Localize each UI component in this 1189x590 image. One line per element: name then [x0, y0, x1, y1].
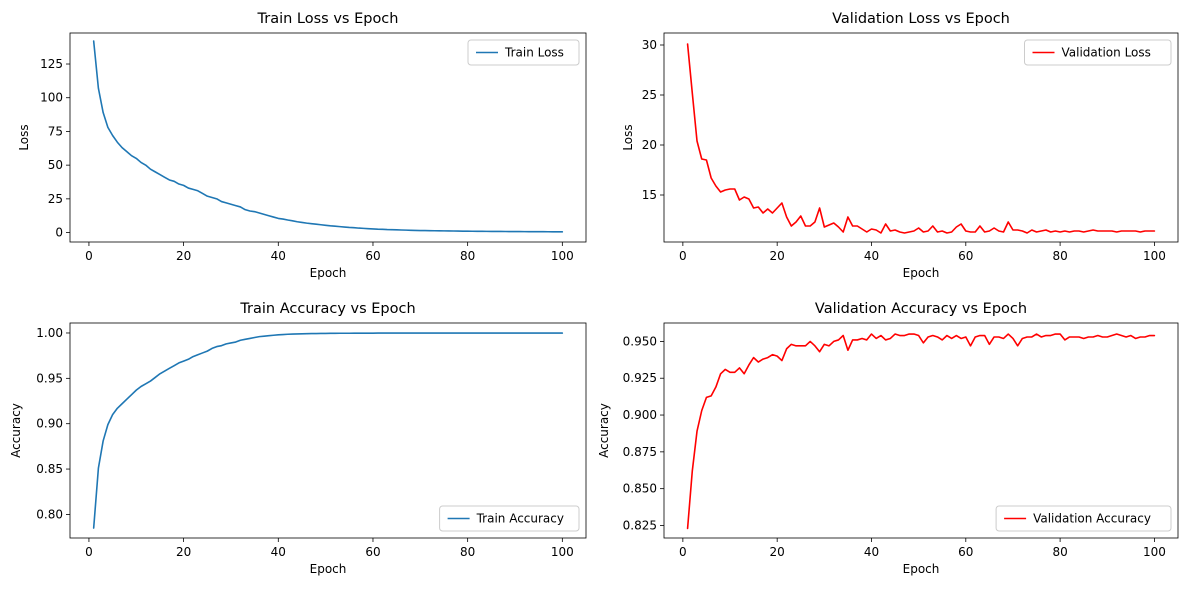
plot-frame — [69, 32, 587, 243]
y-tick-label: 50 — [48, 158, 63, 172]
x-tick-label: 0 — [85, 545, 93, 559]
chart-title: Train Accuracy vs Epoch — [239, 301, 415, 317]
legend-box — [995, 505, 1172, 532]
legend-box — [467, 39, 580, 66]
y-axis-label: Loss — [17, 124, 31, 150]
plot-frame — [663, 32, 1179, 243]
series-line — [686, 43, 1156, 234]
y-tick-label: 20 — [642, 138, 657, 152]
y-tick-label: 0.875 — [623, 445, 657, 459]
subplot-1: Train Loss vs Epoch 0 20 40 60 80 100 0 25 50 75 10… — [17, 11, 587, 280]
x-tick-label: 20 — [176, 545, 191, 559]
x-tick-label: 100 — [551, 545, 574, 559]
y-tick-label: 30 — [642, 38, 657, 52]
y-tick-label: 0.900 — [623, 408, 657, 422]
x-tick-label: 40 — [864, 249, 879, 263]
x-tick-label: 40 — [271, 545, 286, 559]
legend-label: Train Loss — [504, 46, 564, 60]
x-tick-label: 60 — [365, 545, 380, 559]
x-tick-label: 20 — [770, 249, 785, 263]
y-axis-label: Loss — [621, 124, 635, 150]
x-tick-label: 80 — [1052, 545, 1067, 559]
x-tick-label: 0 — [85, 249, 93, 263]
legend: Validation Accuracy — [995, 505, 1172, 532]
x-tick-label: 100 — [1143, 249, 1166, 263]
y-tick-label: 1.00 — [36, 326, 63, 340]
x-tick-label: 60 — [365, 249, 380, 263]
y-axis-label: Accuracy — [9, 403, 23, 458]
plot-frame — [663, 322, 1179, 539]
y-tick-label: 0.950 — [623, 334, 657, 348]
x-tick-label: 60 — [958, 249, 973, 263]
x-tick-label: 20 — [176, 249, 191, 263]
y-tick-label: 0.925 — [623, 371, 657, 385]
x-tick-label: 80 — [460, 249, 475, 263]
x-tick-label: 80 — [1052, 249, 1067, 263]
y-tick-label: 0.850 — [623, 482, 657, 496]
x-tick-label: 60 — [958, 545, 973, 559]
x-tick-label: 80 — [460, 545, 475, 559]
legend: Train Loss — [467, 39, 580, 66]
y-tick-label: 25 — [642, 88, 657, 102]
y-tick-label: 0 — [55, 226, 63, 240]
y-axis-label: Accuracy — [597, 403, 611, 458]
x-tick-label: 20 — [770, 545, 785, 559]
x-axis-label: Epoch — [903, 266, 940, 280]
x-axis-label: Epoch — [310, 266, 347, 280]
legend-box — [1024, 39, 1172, 66]
y-tick-label: 0.825 — [623, 518, 657, 532]
y-tick-label: 0.85 — [36, 462, 63, 476]
subplot-3: Train Accuracy vs Epoch 0 20 40 60 80 100 0.80 0… — [9, 301, 587, 576]
legend: Validation Loss — [1024, 39, 1172, 66]
x-tick-label: 0 — [679, 249, 687, 263]
legend-box — [439, 505, 580, 532]
subplot-2: Validation Loss vs Epoch 0 20 40 60 80 100 15 20… — [621, 11, 1179, 280]
y-tick-label: 0.95 — [36, 371, 63, 385]
x-tick-label: 0 — [679, 545, 687, 559]
chart-title: Train Loss vs Epoch — [257, 11, 399, 27]
x-tick-label: 40 — [864, 545, 879, 559]
x-axis-label: Epoch — [903, 562, 940, 576]
series-line — [92, 332, 564, 529]
y-tick-label: 125 — [40, 57, 63, 71]
x-tick-label: 100 — [551, 249, 574, 263]
legend: Train Accuracy — [439, 505, 580, 532]
chart-title: Validation Accuracy vs Epoch — [815, 301, 1027, 317]
chart-title: Validation Loss vs Epoch — [832, 11, 1010, 27]
y-tick-label: 0.80 — [36, 507, 63, 521]
y-tick-label: 15 — [642, 188, 657, 202]
legend-label: Validation Loss — [1062, 46, 1151, 60]
y-tick-label: 0.90 — [36, 417, 63, 431]
series-line — [686, 333, 1156, 530]
series-line — [92, 40, 564, 233]
subplot-4: Validation Accuracy vs Epoch 0 20 40 60 80 100… — [597, 301, 1179, 576]
x-axis-label: Epoch — [310, 562, 347, 576]
x-tick-label: 100 — [1143, 545, 1166, 559]
legend-label: Validation Accuracy — [1033, 512, 1151, 526]
y-tick-label: 100 — [40, 91, 63, 105]
y-tick-label: 75 — [48, 124, 63, 138]
plot-frame — [69, 322, 587, 539]
legend-label: Train Accuracy — [476, 512, 564, 526]
y-tick-label: 25 — [48, 192, 63, 206]
x-tick-label: 40 — [271, 249, 286, 263]
